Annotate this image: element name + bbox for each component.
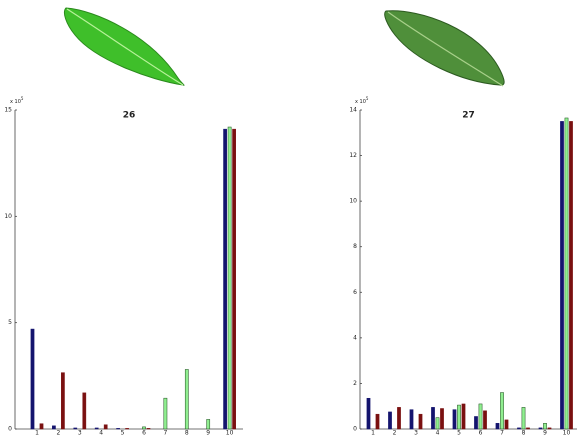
bar <box>496 423 499 429</box>
bar <box>474 416 477 429</box>
bar <box>548 428 551 429</box>
bar <box>228 127 231 429</box>
y-tick-label: 5 <box>8 319 12 326</box>
bar <box>126 428 129 429</box>
y-tick-label: 12 <box>349 152 357 159</box>
bar <box>142 427 145 429</box>
y-multiplier-base: x 10 <box>355 99 366 105</box>
y-tick-label: 0 <box>8 426 12 433</box>
x-tick-label: 8 <box>522 430 526 436</box>
bar <box>560 121 563 429</box>
x-tick-label: 4 <box>99 430 103 436</box>
bar <box>517 428 520 429</box>
y-tick-label: 10 <box>4 213 12 220</box>
bar <box>397 407 400 429</box>
bar <box>117 428 120 429</box>
x-tick-label: 2 <box>393 430 397 436</box>
x-tick-label: 6 <box>142 430 146 436</box>
x-tick-label: 5 <box>121 430 125 436</box>
bar <box>419 414 422 429</box>
y-tick-label: 8 <box>353 243 357 250</box>
bar <box>526 428 529 429</box>
bar <box>453 410 456 429</box>
bar <box>388 412 391 429</box>
y-multiplier-exponent: 5 <box>21 96 24 101</box>
bar <box>431 407 434 429</box>
x-tick-label: 8 <box>185 430 189 436</box>
x-tick-label: 3 <box>414 430 418 436</box>
x-tick-label: 5 <box>457 430 461 436</box>
bar <box>479 404 482 429</box>
bar <box>31 329 34 429</box>
bar <box>462 404 465 429</box>
y-tick-label: 4 <box>353 334 357 341</box>
bar <box>164 398 167 429</box>
bar <box>61 373 64 429</box>
x-tick-label: 9 <box>543 430 547 436</box>
x-tick-label: 3 <box>78 430 82 436</box>
bar <box>185 369 188 429</box>
y-tick-label: 10 <box>349 198 357 205</box>
x-tick-label: 2 <box>56 430 60 436</box>
y-multiplier-base: x 10 <box>10 99 21 105</box>
x-tick-label: 9 <box>206 430 210 436</box>
leaf-image-2 <box>385 11 504 86</box>
bar <box>224 129 227 429</box>
bar <box>522 407 525 429</box>
bar <box>436 418 439 429</box>
bar <box>543 423 546 429</box>
y-tick-label: 6 <box>353 289 357 296</box>
figure: 26x 1050510151234567891027x 105024681012… <box>0 0 578 436</box>
leaf-image-1 <box>64 8 184 85</box>
bar <box>440 408 443 429</box>
bar <box>147 428 150 429</box>
bar <box>40 424 43 429</box>
bar <box>52 426 55 429</box>
y-tick-label: 14 <box>349 107 357 114</box>
x-tick-label: 1 <box>371 430 375 436</box>
bar <box>483 411 486 429</box>
x-tick-label: 7 <box>163 430 167 436</box>
chart-title: 26 <box>123 111 136 121</box>
bar <box>233 129 236 429</box>
y-tick-label: 0 <box>353 426 357 433</box>
bar <box>565 118 568 429</box>
page: 26x 1050510151234567891027x 105024681012… <box>0 0 578 436</box>
bar <box>95 428 98 429</box>
y-multiplier: x 105 <box>10 96 24 105</box>
x-tick-label: 7 <box>500 430 504 436</box>
chart-title: 27 <box>462 111 475 121</box>
x-tick-label: 4 <box>436 430 440 436</box>
y-tick-label: 15 <box>4 107 12 114</box>
bar <box>500 393 503 429</box>
x-tick-label: 10 <box>563 430 571 436</box>
y-multiplier: x 105 <box>355 96 369 105</box>
y-multiplier-exponent: 5 <box>366 96 369 101</box>
bar <box>207 419 210 429</box>
y-tick-label: 2 <box>353 380 357 387</box>
bar <box>569 121 572 429</box>
bar <box>367 398 370 429</box>
bar <box>505 420 508 429</box>
bar <box>457 405 460 429</box>
bar <box>376 414 379 429</box>
bar <box>104 425 107 429</box>
bar <box>83 393 86 429</box>
bar <box>539 428 542 429</box>
x-tick-label: 6 <box>479 430 483 436</box>
bar <box>74 428 77 429</box>
bar <box>410 410 413 429</box>
x-tick-label: 1 <box>35 430 39 436</box>
x-tick-label: 10 <box>226 430 234 436</box>
